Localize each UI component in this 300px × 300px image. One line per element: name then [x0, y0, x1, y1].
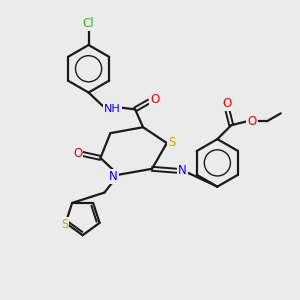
Text: O: O: [223, 97, 232, 110]
Text: O: O: [248, 115, 257, 128]
Text: N: N: [109, 170, 118, 183]
Text: N: N: [178, 164, 187, 177]
Text: O: O: [150, 93, 160, 106]
Text: O: O: [73, 148, 82, 160]
Text: S: S: [61, 218, 68, 231]
Text: S: S: [168, 136, 176, 148]
Text: Cl: Cl: [83, 17, 94, 30]
Text: NH: NH: [104, 104, 121, 114]
